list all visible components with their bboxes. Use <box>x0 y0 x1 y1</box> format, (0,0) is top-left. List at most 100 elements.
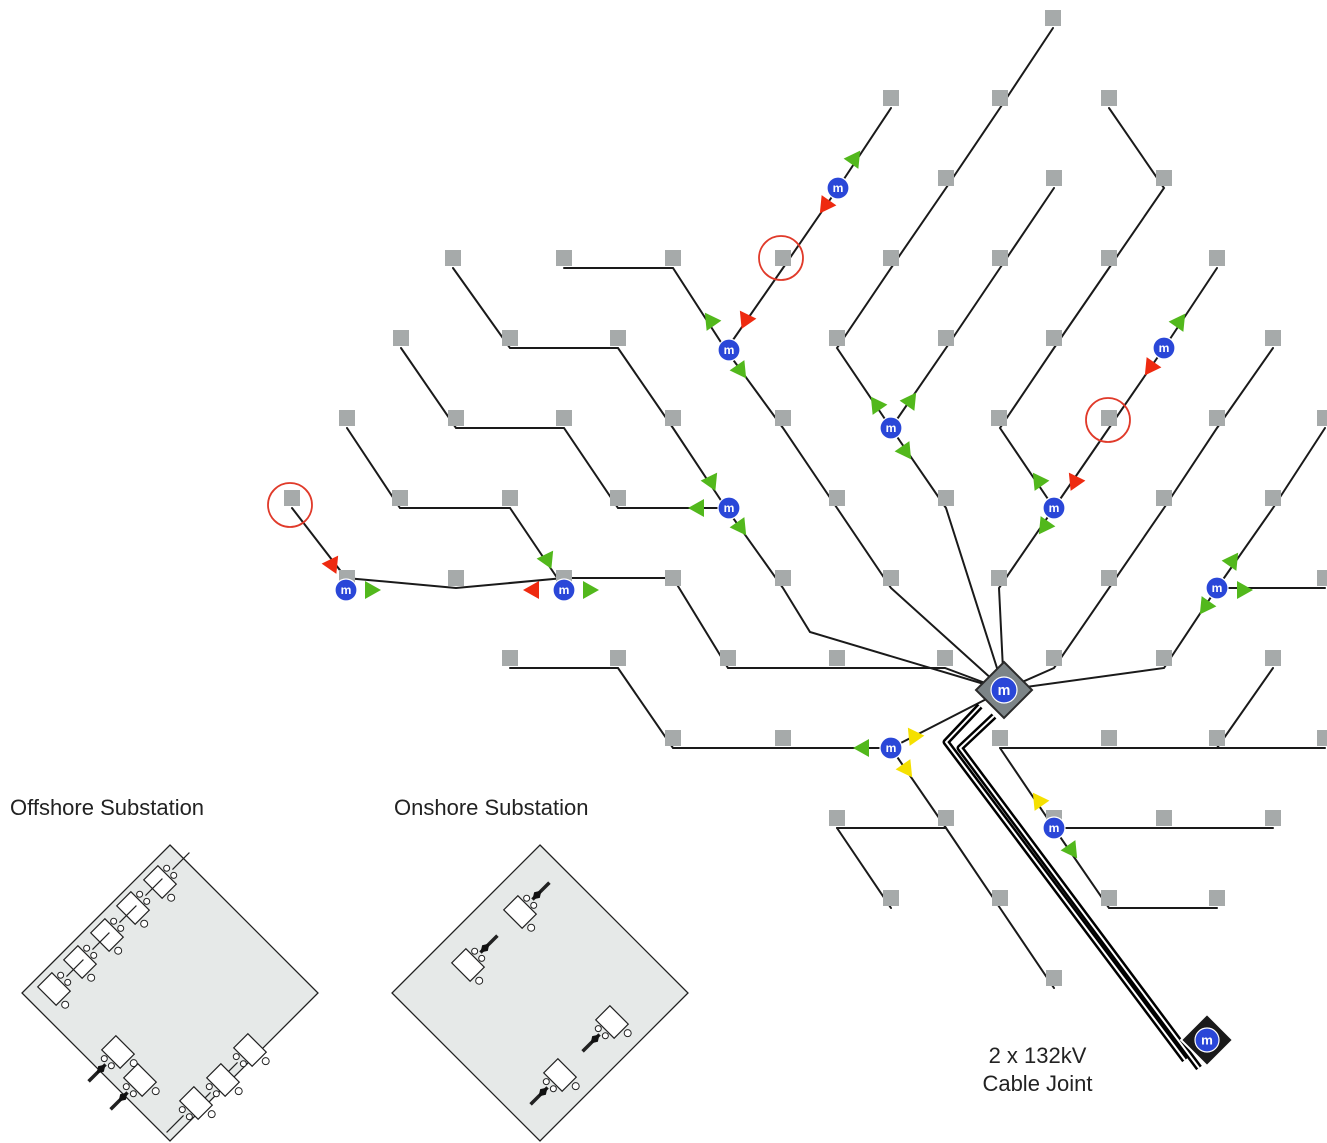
turbine-49 <box>502 650 518 666</box>
turbine-63 <box>829 810 845 826</box>
turbine-6 <box>1046 170 1062 186</box>
cable-joint-label: 2 x 132kV Cable Joint <box>965 1042 1110 1098</box>
turbine-44 <box>775 570 791 586</box>
offshore-substation-bay-aux-9 <box>234 1087 243 1096</box>
offshore-substation-bay-body-1 <box>142 864 178 900</box>
offshore-substation-bay-node-a-6 <box>100 1055 108 1063</box>
meter-8-disc <box>1152 336 1176 360</box>
flow-arrow-27 <box>895 759 913 778</box>
meter-8-letter: m <box>1159 341 1170 355</box>
turbine-24 <box>448 410 464 426</box>
turbine-15 <box>1209 250 1225 266</box>
flow-arrow-14 <box>870 396 888 415</box>
turbine-34 <box>502 490 518 506</box>
array-cable-16 <box>1216 667 1274 749</box>
offshore-substation-bay-lead-1 <box>172 852 190 870</box>
meter-2: m <box>552 578 576 602</box>
flow-arrow-4 <box>583 581 599 599</box>
flow-arrow-19 <box>1038 516 1056 535</box>
fault-circle-1 <box>267 482 313 528</box>
flow-arrow-26 <box>907 727 925 746</box>
turbine-59 <box>992 730 1008 746</box>
turbines <box>284 10 1327 986</box>
offshore-substation-bay-body-7 <box>122 1062 158 1098</box>
flow-arrow-28 <box>1032 792 1050 811</box>
flow-arrow-11 <box>729 360 747 379</box>
flow-arrow-22 <box>1221 552 1239 571</box>
turbine-7 <box>1156 170 1172 186</box>
fault-markers <box>267 235 1131 528</box>
turbine-23 <box>339 410 355 426</box>
turbine-37 <box>938 490 954 506</box>
onshore-substation-bay-body-3 <box>594 1004 630 1040</box>
turbine-21 <box>1046 330 1062 346</box>
offshore-substation-bay-aux-2 <box>140 919 149 928</box>
offshore-substation-bay-aux-10 <box>207 1110 216 1119</box>
offshore-substation-bay-body-2 <box>115 890 151 926</box>
onshore-substation-bay-body-2 <box>450 947 486 983</box>
offshore-substation-bay-node-a-10 <box>178 1106 186 1114</box>
export-cable-gap-2 <box>959 715 1200 1069</box>
flow-arrow-1 <box>321 555 339 574</box>
turbine-25 <box>556 410 572 426</box>
array-cable-2 <box>346 427 565 589</box>
turbine-29 <box>1101 410 1117 426</box>
flow-arrow-7 <box>700 472 718 491</box>
onshore-substation-bay-node-b-1 <box>530 901 538 909</box>
turbine-53 <box>937 650 953 666</box>
meter-6: m <box>879 416 903 440</box>
offshore-substation-switchgear-5 <box>36 959 84 1009</box>
offshore-substation-bay-feed-7 <box>118 1092 128 1102</box>
array-cable-12 <box>1003 347 1274 691</box>
turbine-17 <box>502 330 518 346</box>
offshore-substation-switchgear-7 <box>109 1062 160 1111</box>
turbine-66 <box>1156 810 1172 826</box>
offshore-substation-label: Offshore Substation <box>10 795 205 820</box>
turbine-1 <box>1045 10 1061 26</box>
flow-arrow-21 <box>1144 357 1162 376</box>
substation-symbols <box>21 844 689 1142</box>
offshore-substation-bay-body-6 <box>100 1034 136 1070</box>
turbine-8 <box>445 250 461 266</box>
onshore-substation-bay-feed-2 <box>480 943 490 953</box>
meter-11-letter: m <box>1049 821 1060 835</box>
offshore-substation-bay-node-b-4 <box>90 951 98 959</box>
offshore-substation-switchgear-4 <box>62 932 110 982</box>
offshore-substation-bay-lead-4 <box>92 932 110 950</box>
offshore-substation-bay-node-b-10 <box>185 1113 193 1121</box>
turbine-70 <box>1101 890 1117 906</box>
array-cable-21 <box>836 827 892 909</box>
offshore-substation-bay-node-a-1 <box>163 864 171 872</box>
offshore-substation-bay-node-b-5 <box>64 978 72 986</box>
array-cable-3 <box>400 347 1005 691</box>
cable-joint-label-line2: Cable Joint <box>982 1071 1093 1096</box>
offshore-substation-bay-body-9 <box>205 1062 241 1098</box>
meter-3-disc <box>717 338 741 362</box>
turbine-14 <box>1101 250 1117 266</box>
turbine-57 <box>665 730 681 746</box>
turbine-67 <box>1265 810 1281 826</box>
onshore-substation-bay-feed-4 <box>538 1087 548 1097</box>
turbine-61 <box>1209 730 1225 746</box>
flow-arrow-23 <box>1237 581 1253 599</box>
turbine-39 <box>1265 490 1281 506</box>
cable-joint-meter-disc <box>1194 1027 1220 1053</box>
meters: mmmmmmmmmmmmmmm <box>152 176 1235 1068</box>
turbine-51 <box>720 650 736 666</box>
offshore-substation-bay-aux-7 <box>151 1087 160 1096</box>
offshore-substation-bay-body-10 <box>178 1085 214 1121</box>
flow-arrows <box>321 150 1253 859</box>
onshore-substation-bay-aux-2 <box>475 976 484 985</box>
turbine-62 <box>1317 730 1327 746</box>
offshore-substation-bay-lead-2 <box>145 878 163 896</box>
turbine-45 <box>883 570 899 586</box>
meter-1: m <box>334 578 358 602</box>
flow-arrow-17 <box>1032 472 1050 491</box>
meter-3-letter: m <box>724 343 735 357</box>
meter-4-letter: m <box>724 501 735 515</box>
onshore-substation-switchgear-4 <box>529 1057 580 1106</box>
turbine-33 <box>392 490 408 506</box>
flow-arrow-16 <box>894 441 912 460</box>
offshore-substation-switchgear-8 <box>220 1032 270 1080</box>
offshore-substation-bay-body-5 <box>36 971 72 1007</box>
